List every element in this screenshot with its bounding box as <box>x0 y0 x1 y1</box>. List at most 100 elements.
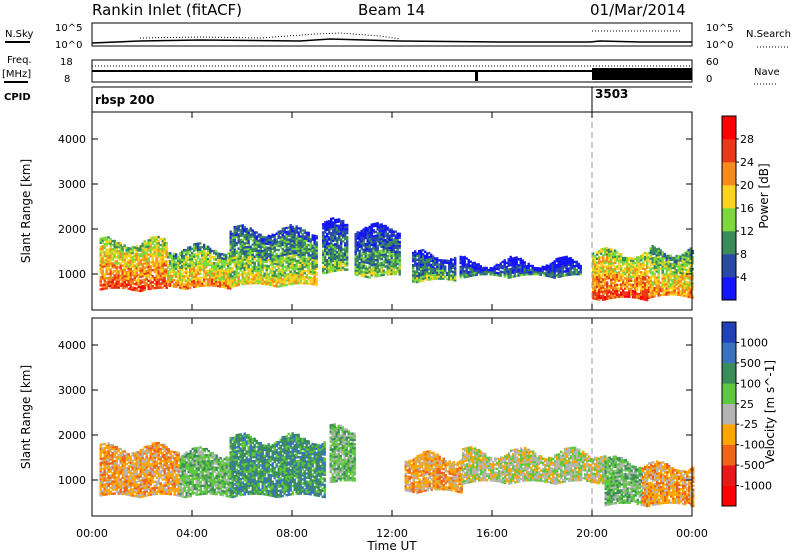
data-cell <box>342 254 345 257</box>
data-cell <box>281 274 284 277</box>
data-cell <box>626 261 629 264</box>
data-cell <box>257 261 260 265</box>
data-cell <box>253 237 256 240</box>
data-cell <box>119 244 122 247</box>
data-cell <box>235 258 238 261</box>
data-cell <box>452 274 455 278</box>
data-cell <box>303 231 306 234</box>
data-cell <box>663 293 666 296</box>
data-cell <box>653 246 656 249</box>
data-cell <box>454 271 457 274</box>
data-cell <box>275 248 278 252</box>
data-cell <box>245 256 248 259</box>
data-cell <box>463 255 466 259</box>
data-cell <box>622 281 625 284</box>
data-cell <box>366 237 369 240</box>
data-cell <box>291 246 294 249</box>
data-cell <box>203 243 206 247</box>
data-cell <box>636 270 639 273</box>
data-cell <box>151 262 154 266</box>
data-cell <box>513 271 516 274</box>
data-cell <box>368 227 371 231</box>
data-cell <box>378 225 381 229</box>
data-cell <box>101 277 104 281</box>
data-cell <box>259 255 262 259</box>
data-cell <box>436 261 439 264</box>
data-cell <box>215 258 218 261</box>
data-cell <box>386 271 389 274</box>
data-cell <box>225 274 228 277</box>
data-cell <box>527 262 530 266</box>
data-cell <box>287 273 290 276</box>
data-cell <box>217 272 220 276</box>
data-cell <box>571 265 574 268</box>
data-cell <box>141 264 144 268</box>
data-cell <box>620 255 623 258</box>
data-cell <box>277 277 280 280</box>
data-cell <box>602 256 605 259</box>
data-cell <box>299 239 302 242</box>
data-cell <box>649 293 652 297</box>
data-cell <box>193 275 196 278</box>
data-cell <box>185 279 188 282</box>
data-cell <box>358 233 361 236</box>
data-cell <box>305 239 308 242</box>
data-cell <box>273 284 276 288</box>
data-cell <box>231 279 234 282</box>
data-cell <box>235 227 238 230</box>
data-cell <box>237 241 240 244</box>
data-cell <box>285 255 288 258</box>
data-cell <box>390 254 393 258</box>
data-cell <box>465 271 468 274</box>
nsky-tick-high: 10^5 <box>55 23 82 34</box>
data-cell <box>119 264 122 267</box>
data-cell <box>430 267 433 271</box>
data-cell <box>283 235 286 238</box>
data-cell <box>279 272 282 276</box>
data-cell <box>689 257 692 260</box>
data-cell <box>519 261 522 265</box>
data-cell <box>217 254 220 257</box>
data-cell <box>241 248 244 251</box>
nave-tick-high: 60 <box>706 57 719 68</box>
data-cell <box>309 272 312 275</box>
data-cell <box>681 270 684 273</box>
data-cell <box>143 260 146 263</box>
data-cell <box>311 272 314 276</box>
data-cell <box>137 263 140 266</box>
data-cell <box>382 251 385 254</box>
data-cell <box>197 278 200 282</box>
data-cell <box>101 257 104 260</box>
data-cell <box>638 266 641 270</box>
data-cell <box>360 248 363 251</box>
data-cell <box>249 278 252 281</box>
data-cell <box>632 269 635 273</box>
data-cell <box>418 250 421 253</box>
data-cell <box>432 273 435 277</box>
data-cell <box>113 243 116 247</box>
data-cell <box>521 263 524 266</box>
data-cell <box>115 245 118 249</box>
data-cell <box>322 235 325 238</box>
data-cell <box>477 271 480 274</box>
data-cell <box>330 217 333 221</box>
data-cell <box>217 276 220 280</box>
data-cell <box>432 277 435 281</box>
data-cell <box>651 291 654 294</box>
data-cell <box>620 283 623 286</box>
data-cell <box>336 220 339 223</box>
data-cell <box>388 230 391 233</box>
data-cell <box>430 271 433 275</box>
data-cell <box>99 245 102 249</box>
data-cell <box>342 240 345 243</box>
data-cell <box>667 258 670 262</box>
data-cell <box>515 274 518 278</box>
data-cell <box>123 268 126 272</box>
data-cell <box>565 273 568 277</box>
data-cell <box>452 266 455 269</box>
data-cell <box>336 218 339 221</box>
data-cell <box>139 259 142 262</box>
data-cell <box>271 241 274 245</box>
data-cell <box>642 281 645 285</box>
